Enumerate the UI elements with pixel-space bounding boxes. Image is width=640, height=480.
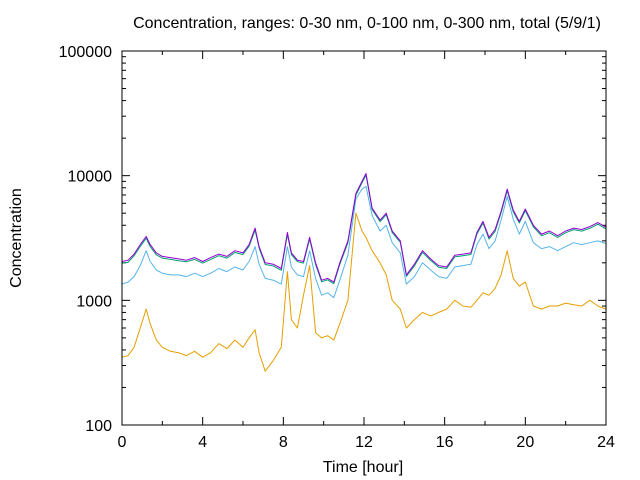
y-tick-label: 1000 (76, 293, 112, 310)
x-tick-label: 8 (279, 434, 288, 451)
series-line-4 (121, 212, 607, 372)
x-axis-label: Time [hour] (323, 459, 403, 476)
y-tick-label: 10000 (68, 169, 113, 186)
x-tick-label: 12 (355, 434, 373, 451)
chart-title: Concentration, ranges: 0-30 nm, 0-100 nm… (133, 15, 601, 32)
y-axis-label: Concentration (8, 188, 25, 288)
x-axis: 0 4 8 12 16 20 24 (118, 51, 615, 451)
series-line-1 (121, 173, 607, 283)
x-tick-label: 4 (198, 434, 207, 451)
series-line-2 (121, 174, 607, 285)
x-tick-label: 20 (516, 434, 534, 451)
y-tick-label: 100 (85, 418, 112, 435)
plot-frame (121, 50, 607, 426)
plot-area (121, 173, 607, 372)
y-tick-label: 100000 (59, 44, 112, 61)
series-line-3 (121, 185, 607, 299)
x-tick-label: 16 (436, 434, 454, 451)
x-tick-label: 24 (597, 434, 615, 451)
y-axis: 100 1000 10000 100000 (59, 44, 606, 435)
x-tick-label: 0 (118, 434, 127, 451)
